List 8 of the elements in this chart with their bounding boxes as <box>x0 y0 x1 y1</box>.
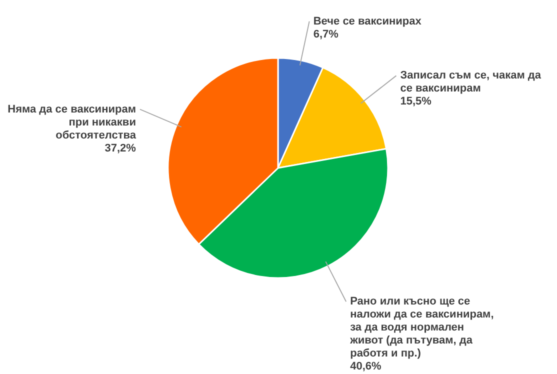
data-label: 15,5% <box>400 96 432 108</box>
data-label: 6,7% <box>313 28 339 40</box>
slice-label: Рано или късно ще се наложи да се ваксинирам, за да водя нормален живот (да пътувам, да работя и пр.) <box>349 296 494 360</box>
data-label: 37,2% <box>104 142 136 154</box>
data-label: 40,6% <box>350 360 382 373</box>
slice-label: Вече се ваксинирах <box>313 15 422 28</box>
slice-label: Няма да се ваксинирам при никакви обстоятелства <box>8 103 137 142</box>
slice-label: Записал съм се, чакам да се ваксинирам <box>400 70 542 95</box>
